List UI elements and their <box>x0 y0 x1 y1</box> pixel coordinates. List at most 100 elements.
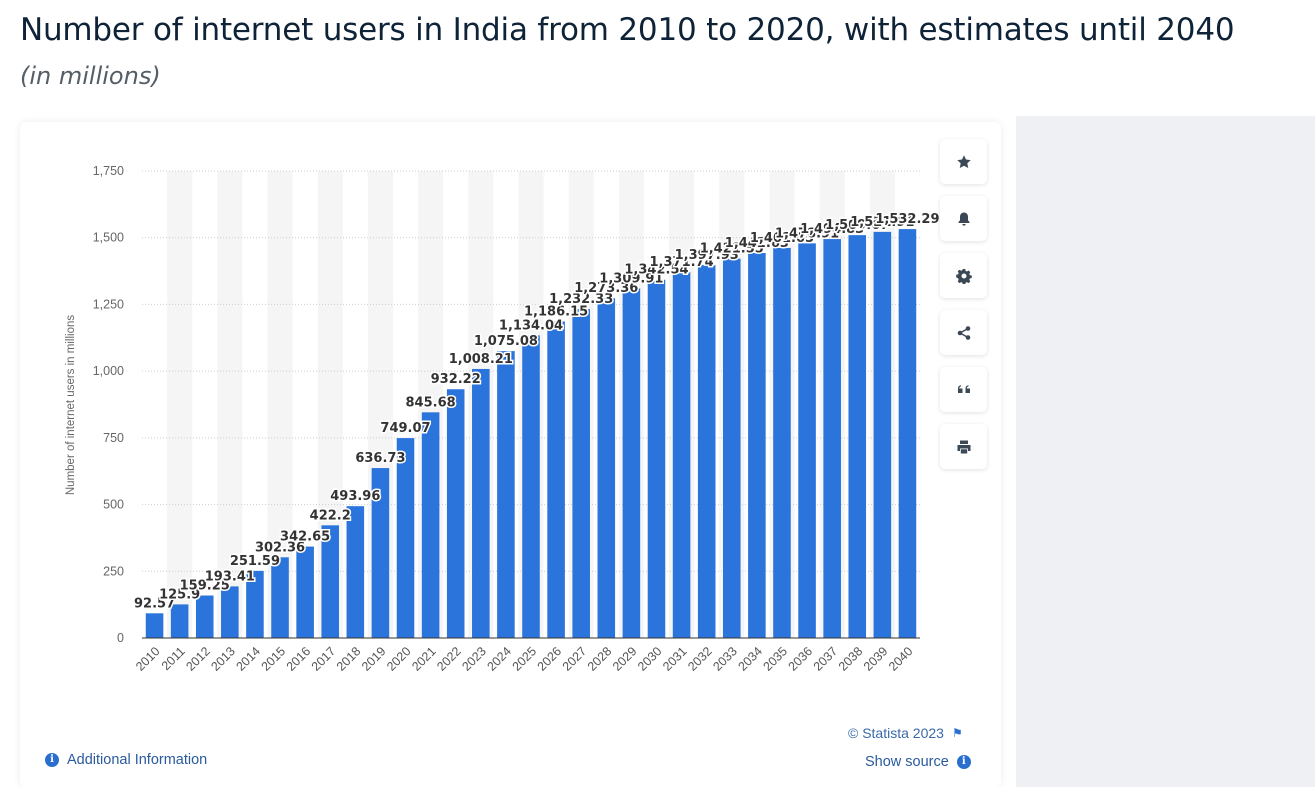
x-tick-label: 2033 <box>710 644 740 674</box>
y-tick-label: 1,750 <box>93 164 124 178</box>
show-source-link[interactable]: Show source i <box>865 754 971 770</box>
data-label: 1,509.67 <box>825 218 889 233</box>
bar[interactable] <box>572 309 590 638</box>
x-tick-label: 2026 <box>535 644 565 674</box>
bars <box>145 229 917 639</box>
cite-button[interactable] <box>940 367 987 412</box>
y-axis: 0 250 500 750 1,000 1,250 1,500 1,750 <box>93 164 124 645</box>
bar[interactable] <box>346 506 365 638</box>
data-label: 932.22 <box>431 372 481 387</box>
bar[interactable] <box>446 389 465 638</box>
data-label: 159.25 <box>180 579 230 594</box>
bar[interactable] <box>898 229 917 638</box>
bar[interactable] <box>597 298 616 638</box>
bar[interactable] <box>246 570 264 638</box>
bar[interactable] <box>823 239 841 638</box>
data-label: 749.07 <box>380 421 430 436</box>
bar[interactable] <box>271 557 289 638</box>
data-label: 125.9 <box>159 587 200 602</box>
x-tick-label: 2029 <box>610 644 640 674</box>
bar[interactable] <box>522 335 540 638</box>
bar[interactable] <box>547 321 565 638</box>
bar[interactable] <box>472 368 490 638</box>
x-tick-label: 2017 <box>309 644 339 674</box>
x-tick-label: 2034 <box>735 644 765 674</box>
bar[interactable] <box>321 525 340 638</box>
bar[interactable] <box>873 231 892 639</box>
copyright-label: © Statista 2023 <box>848 725 944 741</box>
x-tick-label: 2011 <box>159 644 188 673</box>
data-label: 1,342.54 <box>624 263 688 278</box>
share-icon <box>957 325 970 340</box>
additional-info-link[interactable]: i Additional Information <box>45 752 207 768</box>
right-panel <box>1016 116 1315 787</box>
bar[interactable] <box>170 604 189 638</box>
data-label: 1,397.93 <box>675 248 739 263</box>
x-tick-label: 2022 <box>434 644 464 674</box>
copyright[interactable]: © Statista 2023 ⚑ <box>848 725 963 741</box>
data-label: 1,442.63 <box>725 236 789 251</box>
print-icon <box>957 440 970 453</box>
bar[interactable] <box>371 468 390 638</box>
x-tick-label: 2013 <box>208 644 238 674</box>
print-button[interactable] <box>940 424 987 469</box>
y-axis-label: Number of internet users in millions <box>65 315 77 495</box>
data-label: 845.68 <box>406 395 456 410</box>
bar[interactable] <box>195 595 214 638</box>
x-tick-label: 2021 <box>409 644 439 674</box>
data-label: 422.2 <box>310 508 351 523</box>
bar[interactable] <box>622 288 641 638</box>
favorite-button[interactable] <box>940 139 987 184</box>
toolbar <box>940 139 987 481</box>
info-icon: i <box>956 755 971 769</box>
y-tick-label: 0 <box>117 631 124 645</box>
x-tick-label: 2014 <box>233 644 263 674</box>
bar[interactable] <box>145 613 164 638</box>
data-label: 302.36 <box>255 540 305 555</box>
x-tick-label: 2036 <box>786 644 816 674</box>
x-tick-label: 2027 <box>560 644 590 674</box>
bar[interactable] <box>396 438 415 638</box>
bar[interactable] <box>497 351 515 638</box>
data-label: 1,494.83 <box>800 222 864 237</box>
bar[interactable] <box>672 271 691 638</box>
background-band <box>167 171 193 638</box>
bar[interactable] <box>421 412 440 638</box>
page-subtitle: (in millions) <box>20 62 161 90</box>
bar[interactable] <box>296 546 314 638</box>
x-tick-label: 2035 <box>761 644 791 674</box>
y-tick-label: 1,500 <box>93 231 124 245</box>
gear-icon <box>955 268 972 284</box>
bar[interactable] <box>848 235 867 638</box>
bar[interactable] <box>748 253 766 639</box>
share-button[interactable] <box>940 310 987 355</box>
x-tick-label: 2018 <box>334 644 364 674</box>
y-tick-label: 500 <box>103 498 124 512</box>
bar[interactable] <box>221 586 239 638</box>
data-label: 1,075.08 <box>474 334 538 349</box>
data-label: 342.65 <box>280 530 330 545</box>
bell-icon <box>958 212 969 226</box>
x-axis: 2010201120122013201420152016201720182019… <box>133 637 920 674</box>
info-icon: i <box>45 753 59 767</box>
x-tick-label: 2019 <box>359 644 389 674</box>
x-tick-label: 2031 <box>660 644 690 674</box>
x-tick-label: 2024 <box>484 644 514 674</box>
x-tick-label: 2015 <box>259 644 289 674</box>
bar[interactable] <box>697 264 716 638</box>
quote-icon <box>957 384 970 393</box>
x-tick-label: 2040 <box>886 644 916 674</box>
x-tick-label: 2023 <box>459 644 489 674</box>
notify-button[interactable] <box>940 196 987 241</box>
data-labels: 92.57125.9159.25193.41251.59302.36342.65… <box>132 211 941 613</box>
bar[interactable] <box>722 258 741 638</box>
data-label: 1,186.15 <box>524 304 588 319</box>
bar[interactable] <box>773 247 791 639</box>
y-tick-label: 250 <box>103 564 124 578</box>
settings-button[interactable] <box>940 253 987 298</box>
additional-info-label: Additional Information <box>67 752 208 768</box>
bar[interactable] <box>647 279 666 638</box>
bar[interactable] <box>798 243 816 639</box>
data-label: 493.96 <box>330 489 380 504</box>
x-tick-label: 2030 <box>635 644 665 674</box>
